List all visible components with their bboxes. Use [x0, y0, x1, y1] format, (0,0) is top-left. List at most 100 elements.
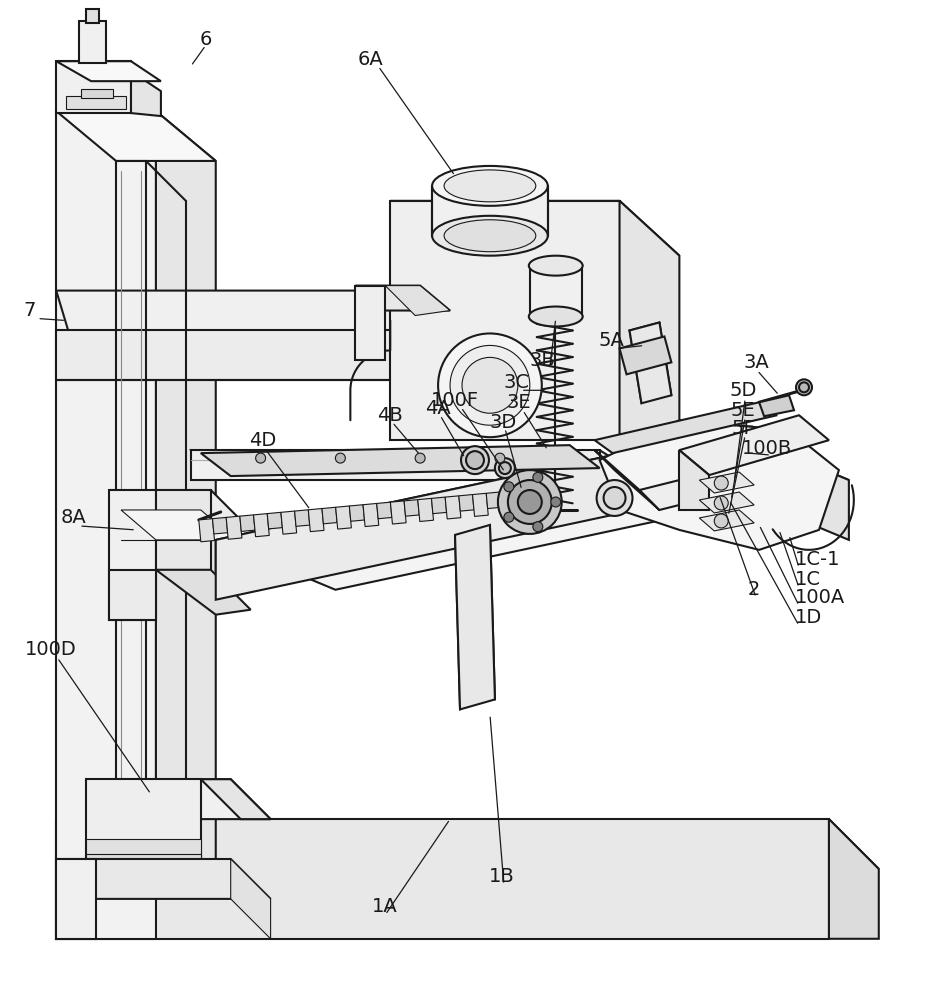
Text: 3E: 3E: [507, 393, 531, 412]
Polygon shape: [131, 71, 161, 116]
Text: 5A: 5A: [598, 331, 625, 350]
Ellipse shape: [444, 220, 536, 252]
Polygon shape: [156, 111, 216, 879]
Polygon shape: [700, 510, 754, 531]
Polygon shape: [216, 430, 729, 600]
Polygon shape: [404, 500, 419, 516]
Text: 6A: 6A: [357, 50, 383, 69]
Polygon shape: [679, 450, 709, 510]
Circle shape: [256, 453, 265, 463]
Polygon shape: [109, 490, 156, 620]
Polygon shape: [82, 89, 113, 98]
Polygon shape: [569, 330, 629, 390]
Polygon shape: [356, 286, 386, 360]
Circle shape: [518, 490, 542, 514]
Polygon shape: [109, 570, 156, 620]
Text: 1A: 1A: [372, 897, 398, 916]
Polygon shape: [226, 516, 242, 539]
Text: 8A: 8A: [60, 508, 86, 527]
Text: 3A: 3A: [743, 353, 769, 372]
Polygon shape: [700, 472, 754, 493]
Polygon shape: [86, 779, 270, 819]
Polygon shape: [56, 330, 569, 380]
Text: 1C: 1C: [795, 570, 821, 589]
Polygon shape: [530, 266, 582, 317]
Ellipse shape: [450, 345, 530, 425]
Polygon shape: [213, 517, 228, 534]
Polygon shape: [620, 336, 672, 374]
Text: 4A: 4A: [425, 399, 451, 418]
Text: 100D: 100D: [25, 640, 77, 659]
Polygon shape: [386, 286, 450, 316]
Ellipse shape: [529, 307, 582, 326]
Polygon shape: [56, 111, 216, 161]
Polygon shape: [431, 497, 446, 514]
Text: 2: 2: [748, 580, 761, 599]
Text: 4B: 4B: [377, 406, 403, 425]
Circle shape: [507, 480, 552, 524]
Polygon shape: [231, 859, 270, 939]
Polygon shape: [56, 859, 96, 939]
Polygon shape: [390, 201, 679, 256]
Text: 5D: 5D: [730, 381, 757, 400]
Polygon shape: [473, 493, 489, 516]
Circle shape: [504, 512, 514, 522]
Polygon shape: [363, 503, 379, 527]
Circle shape: [495, 453, 505, 463]
Polygon shape: [390, 501, 406, 524]
Circle shape: [498, 470, 562, 534]
Polygon shape: [595, 450, 659, 510]
Polygon shape: [595, 402, 777, 453]
Text: 4D: 4D: [249, 431, 276, 450]
Text: 100B: 100B: [742, 439, 793, 458]
Polygon shape: [295, 510, 310, 526]
Polygon shape: [240, 515, 255, 531]
Polygon shape: [390, 201, 620, 440]
Text: 7: 7: [23, 301, 36, 320]
Polygon shape: [56, 859, 270, 899]
Ellipse shape: [529, 256, 582, 276]
Circle shape: [714, 514, 728, 528]
Circle shape: [499, 462, 511, 474]
Polygon shape: [829, 819, 879, 939]
Polygon shape: [79, 21, 106, 63]
Circle shape: [466, 451, 484, 469]
Text: 100A: 100A: [795, 588, 845, 607]
Polygon shape: [322, 507, 337, 524]
Polygon shape: [417, 498, 433, 521]
Circle shape: [495, 458, 515, 478]
Polygon shape: [109, 490, 250, 530]
Circle shape: [714, 496, 728, 510]
Polygon shape: [56, 819, 829, 939]
Polygon shape: [199, 519, 215, 542]
Text: 6: 6: [200, 30, 212, 49]
Polygon shape: [56, 111, 156, 939]
Polygon shape: [309, 509, 324, 532]
Polygon shape: [336, 506, 352, 529]
Polygon shape: [759, 395, 794, 416]
Text: 100F: 100F: [431, 391, 479, 410]
Text: 3B: 3B: [530, 351, 555, 370]
Polygon shape: [280, 511, 296, 534]
Polygon shape: [67, 96, 126, 109]
Polygon shape: [156, 490, 211, 570]
Polygon shape: [432, 186, 548, 236]
Polygon shape: [455, 525, 495, 709]
Circle shape: [416, 453, 425, 463]
Polygon shape: [679, 415, 829, 475]
Circle shape: [799, 382, 809, 392]
Circle shape: [597, 480, 632, 516]
Circle shape: [533, 472, 543, 482]
Polygon shape: [729, 430, 849, 540]
Circle shape: [461, 446, 489, 474]
Ellipse shape: [432, 216, 548, 256]
Polygon shape: [121, 510, 235, 540]
Ellipse shape: [438, 333, 542, 437]
Polygon shape: [640, 480, 700, 510]
Polygon shape: [156, 570, 250, 615]
Polygon shape: [190, 450, 640, 475]
Polygon shape: [56, 61, 131, 113]
Polygon shape: [86, 854, 201, 869]
Text: 1C-1: 1C-1: [795, 550, 840, 569]
Polygon shape: [459, 495, 474, 511]
